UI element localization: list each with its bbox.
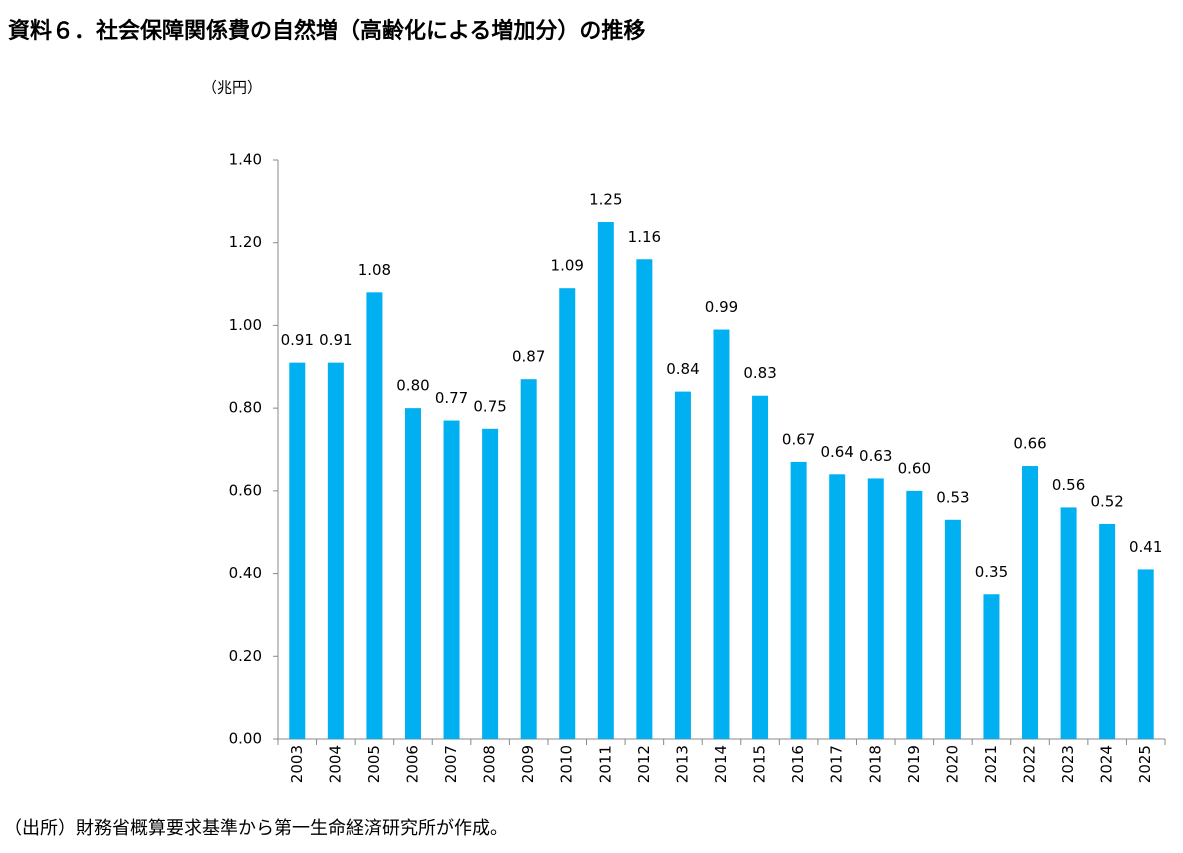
x-tick-label: 2008 bbox=[481, 745, 499, 783]
value-label: 1.09 bbox=[551, 257, 584, 275]
value-label: 0.91 bbox=[319, 331, 352, 349]
x-tick-label: 2012 bbox=[635, 745, 653, 783]
chart-title: 資料６．社会保障関係費の自然増（高齢化による増加分）の推移 bbox=[8, 18, 645, 44]
x-tick-label: 2014 bbox=[712, 745, 730, 783]
value-label: 0.53 bbox=[936, 488, 969, 506]
x-tick-label: 2016 bbox=[789, 745, 807, 783]
bar bbox=[482, 428, 499, 739]
bar bbox=[752, 395, 769, 739]
bar bbox=[867, 478, 884, 739]
value-label: 0.60 bbox=[898, 459, 931, 477]
x-tick-label: 2007 bbox=[442, 745, 460, 783]
value-label: 0.52 bbox=[1090, 492, 1123, 510]
value-label: 0.56 bbox=[1052, 476, 1085, 494]
value-label: 0.84 bbox=[666, 360, 699, 378]
value-label: 0.99 bbox=[705, 298, 738, 316]
x-tick-label: 2010 bbox=[558, 745, 576, 783]
x-tick-label: 2009 bbox=[519, 745, 537, 783]
value-label: 0.41 bbox=[1129, 538, 1162, 556]
y-tick-label: 1.40 bbox=[229, 151, 262, 169]
value-label: 0.63 bbox=[859, 447, 892, 465]
x-tick-label: 2022 bbox=[1021, 745, 1039, 783]
x-tick-label: 2005 bbox=[365, 745, 383, 783]
x-tick-label: 2013 bbox=[673, 745, 691, 783]
bar bbox=[1137, 569, 1154, 739]
x-tick-label: 2004 bbox=[326, 745, 344, 783]
bar bbox=[597, 222, 614, 740]
bar bbox=[520, 379, 537, 739]
bar bbox=[1060, 507, 1077, 739]
bar bbox=[790, 461, 807, 739]
y-tick-label: 0.20 bbox=[229, 647, 262, 665]
value-label: 0.35 bbox=[975, 563, 1008, 581]
bar bbox=[327, 362, 344, 739]
y-tick-label: 0.00 bbox=[229, 730, 262, 748]
value-label: 1.25 bbox=[589, 191, 622, 209]
x-tick-label: 2019 bbox=[905, 745, 923, 783]
bar bbox=[1022, 466, 1039, 739]
bar bbox=[404, 408, 421, 739]
bar bbox=[559, 288, 576, 739]
x-tick-label: 2020 bbox=[943, 745, 961, 783]
value-label: 0.77 bbox=[435, 389, 468, 407]
value-label: 1.16 bbox=[628, 228, 661, 246]
bar bbox=[944, 519, 961, 739]
value-label: 0.80 bbox=[396, 377, 429, 395]
bar bbox=[1099, 523, 1116, 739]
source-note: （出所）財務省概算要求基準から第一生命経済研究所が作成。 bbox=[4, 818, 508, 839]
value-label: 0.75 bbox=[473, 397, 506, 415]
bar bbox=[829, 474, 846, 739]
value-label: 0.64 bbox=[820, 443, 853, 461]
y-axis-label: （兆円） bbox=[202, 79, 262, 97]
bar bbox=[983, 594, 1000, 739]
x-tick-label: 2006 bbox=[403, 745, 421, 783]
bar bbox=[366, 292, 383, 739]
x-tick-label: 2023 bbox=[1059, 745, 1077, 783]
x-tick-label: 2025 bbox=[1136, 745, 1154, 783]
x-tick-label: 2021 bbox=[982, 745, 1000, 783]
value-label: 0.83 bbox=[743, 364, 776, 382]
x-tick-label: 2011 bbox=[596, 745, 614, 783]
value-label: 0.66 bbox=[1013, 435, 1046, 453]
x-tick-label: 2024 bbox=[1098, 745, 1116, 783]
y-tick-label: 0.80 bbox=[229, 399, 262, 417]
y-tick-label: 1.20 bbox=[229, 233, 262, 251]
bar bbox=[636, 259, 653, 739]
bar bbox=[906, 490, 923, 739]
y-tick-label: 0.60 bbox=[229, 481, 262, 499]
bar bbox=[713, 329, 730, 739]
bar bbox=[443, 420, 460, 739]
y-tick-label: 0.40 bbox=[229, 564, 262, 582]
value-label: 1.08 bbox=[358, 261, 391, 279]
x-tick-label: 2018 bbox=[866, 745, 884, 783]
x-tick-label: 2015 bbox=[751, 745, 769, 783]
bar bbox=[289, 362, 306, 739]
bar bbox=[674, 391, 691, 739]
x-tick-label: 2017 bbox=[828, 745, 846, 783]
x-tick-label: 2003 bbox=[288, 745, 306, 783]
value-label: 0.87 bbox=[512, 348, 545, 366]
y-tick-label: 1.00 bbox=[229, 316, 262, 334]
value-label: 0.67 bbox=[782, 430, 815, 448]
value-label: 0.91 bbox=[281, 331, 314, 349]
